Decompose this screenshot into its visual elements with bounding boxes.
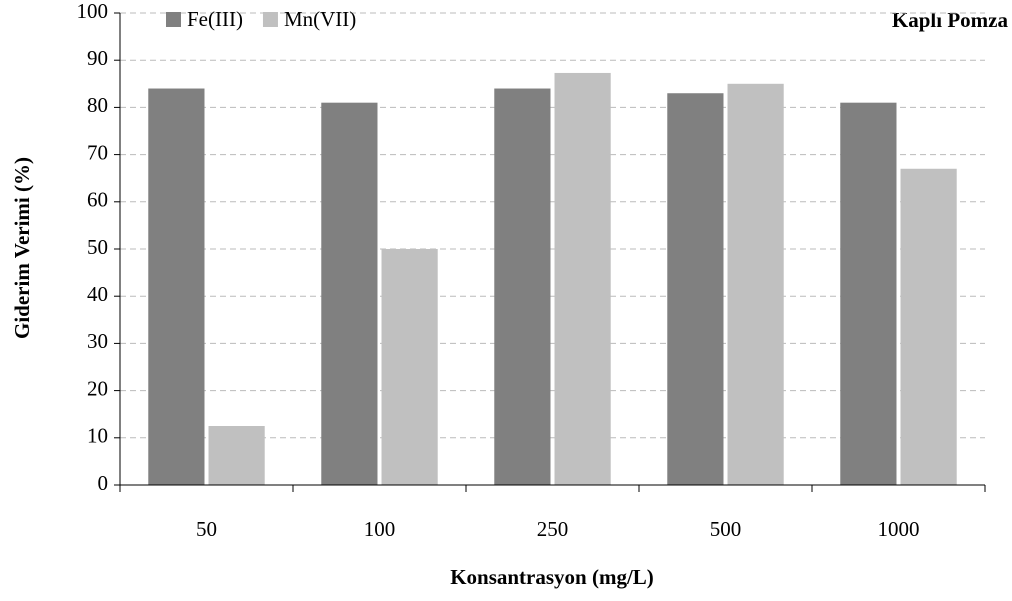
bar bbox=[667, 93, 724, 486]
y-tick-label: 10 bbox=[87, 424, 108, 448]
bar bbox=[554, 72, 611, 485]
y-tick-label: 100 bbox=[77, 0, 109, 23]
y-tick-label: 70 bbox=[87, 140, 108, 164]
bar bbox=[840, 102, 897, 486]
annotation: Kaplı Pomza bbox=[892, 8, 1009, 32]
y-tick-label: 60 bbox=[87, 188, 108, 212]
x-tick-label: 50 bbox=[196, 517, 217, 541]
y-tick-label: 20 bbox=[87, 376, 108, 400]
x-tick-label: 1000 bbox=[878, 517, 920, 541]
legend-label: Fe(III) bbox=[187, 7, 243, 31]
x-tick-label: 250 bbox=[537, 517, 569, 541]
x-tick-label: 500 bbox=[710, 517, 742, 541]
y-axis-label: Giderim Verimi (%) bbox=[10, 157, 34, 339]
legend-swatch bbox=[166, 12, 181, 27]
y-tick-label: 50 bbox=[87, 235, 108, 259]
legend-label: Mn(VII) bbox=[284, 7, 356, 31]
bar bbox=[208, 426, 265, 485]
bar bbox=[727, 83, 784, 486]
y-tick-label: 40 bbox=[87, 282, 108, 306]
y-tick-label: 90 bbox=[87, 46, 108, 70]
x-axis-label: Konsantrasyon (mg/L) bbox=[450, 565, 654, 589]
y-tick-label: 80 bbox=[87, 93, 108, 117]
bar bbox=[321, 102, 378, 486]
y-tick-label: 30 bbox=[87, 329, 108, 353]
bar bbox=[900, 168, 957, 485]
bar bbox=[494, 88, 551, 486]
legend-swatch bbox=[262, 12, 278, 27]
x-tick-label: 100 bbox=[364, 517, 396, 541]
bar bbox=[381, 249, 438, 485]
bar bbox=[148, 88, 205, 486]
y-tick-label: 0 bbox=[98, 471, 109, 495]
